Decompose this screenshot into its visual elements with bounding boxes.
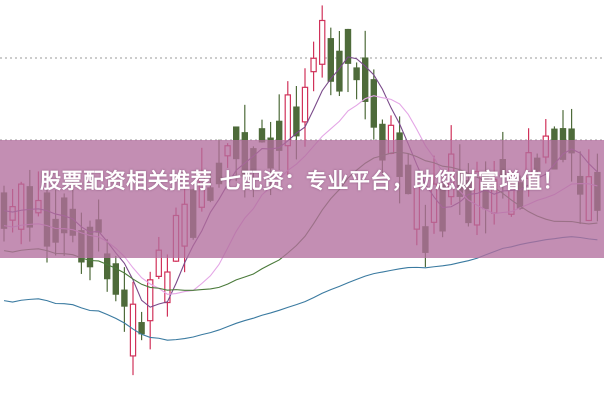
candle-body xyxy=(319,19,326,65)
candle-body xyxy=(370,79,378,128)
candle-body xyxy=(164,271,171,304)
candle-body xyxy=(301,86,309,123)
candle-body xyxy=(121,289,128,307)
candle-body xyxy=(284,94,292,147)
candle-body xyxy=(327,38,335,82)
candle-body xyxy=(353,67,360,81)
headline: 股票配资相关推荐 七配资：专业平台，助您财富增值！ xyxy=(40,169,564,193)
candle-body xyxy=(112,263,119,295)
candle-body xyxy=(138,322,145,335)
candle-body xyxy=(344,28,352,64)
headline-band xyxy=(0,140,604,258)
candle-body xyxy=(310,57,317,73)
candle-body xyxy=(147,279,154,322)
candle-body xyxy=(362,57,369,102)
candle-body xyxy=(293,106,300,137)
